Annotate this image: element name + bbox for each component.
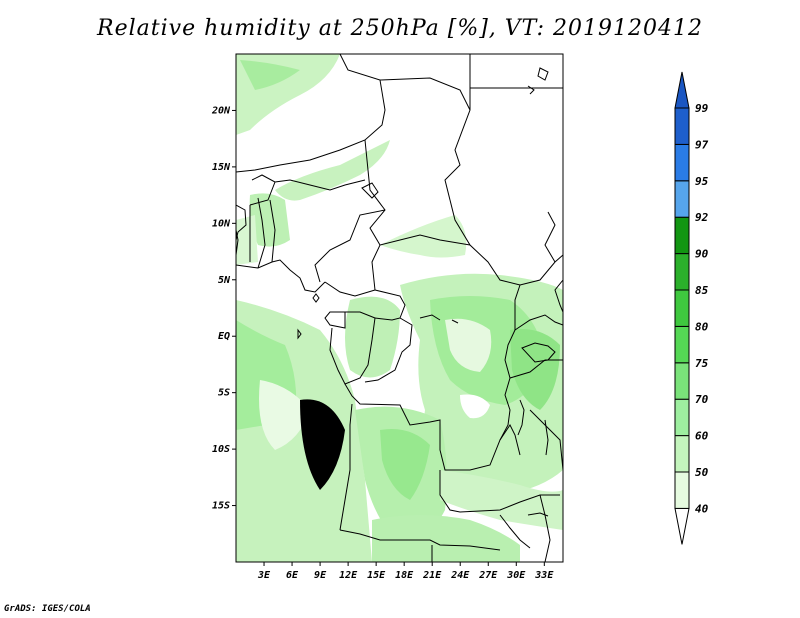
colorbar-label: 70 <box>695 393 709 406</box>
humidity-shading <box>236 54 563 562</box>
colorbar-segment <box>674 435 690 473</box>
lon-tick-label: 6E <box>286 570 299 581</box>
lon-tick-label: 12E <box>339 570 358 581</box>
lon-tick-label: 33E <box>534 570 554 581</box>
colorbar-label: 60 <box>695 430 709 443</box>
colorbar-segment <box>674 216 690 255</box>
lon-tick-label: 3E <box>257 570 271 581</box>
lon-tick-label: 21E <box>422 570 442 581</box>
colorbar-segment <box>674 398 690 437</box>
lon-tick-label: 18E <box>395 570 414 581</box>
lat-tick-label: 5S <box>218 388 230 399</box>
lakes-and-islands <box>297 67 549 517</box>
colorbar-label: 50 <box>695 466 709 479</box>
colorbar-segment <box>674 471 690 509</box>
colorbar-label: 92 <box>695 211 709 224</box>
colorbar-label: 97 <box>695 138 709 151</box>
lat-tick-label: 20N <box>211 105 231 116</box>
map-frame <box>235 53 564 563</box>
colorbar-segment <box>674 107 690 145</box>
chart-title: Relative humidity at 250hPa [%], VT: 201… <box>97 16 703 41</box>
grads-credit: GrADS: IGES/COLA <box>4 604 91 614</box>
colorbar-bottom-arrow <box>674 507 690 545</box>
colorbar-label: 99 <box>695 102 709 115</box>
lat-tick-label: 15S <box>212 501 230 512</box>
lon-tick-label: 24E <box>450 570 470 581</box>
lat-tick-label: 5N <box>218 275 231 286</box>
country-boundaries <box>236 54 563 562</box>
lat-tick-label: 10N <box>212 218 231 229</box>
lon-tick-label: 27E <box>478 570 498 581</box>
longitude-axis: 3E 6E 9E 12E 15E 18E 21E 24E 27E 30E 33E <box>257 562 554 581</box>
lat-tick-label: 10S <box>212 444 230 455</box>
colorbar-segment <box>674 362 690 400</box>
lat-tick-label: EQ <box>218 331 230 342</box>
colorbar-top-arrow <box>674 71 690 109</box>
lon-tick-label: 30E <box>506 570 526 581</box>
colorbar-segment <box>674 143 690 182</box>
colorbar-segment <box>674 289 690 327</box>
colorbar-segment <box>674 253 690 291</box>
lon-tick-label: 15E <box>367 570 386 581</box>
colorbar-label: 85 <box>695 284 709 297</box>
colorbar-label: 95 <box>695 175 709 188</box>
colorbar-segment <box>674 180 690 218</box>
colorbar: 40 50 60 70 75 80 85 90 92 95 97 99 <box>674 71 709 545</box>
colorbar-label: 40 <box>695 502 709 515</box>
colorbar-segment <box>674 325 690 364</box>
lon-tick-label: 9E <box>314 570 327 581</box>
colorbar-label: 90 <box>695 248 709 261</box>
latitude-axis: 20N 15N 10N 5N EQ 5S 10S 15S <box>211 105 236 512</box>
colorbar-label: 80 <box>695 320 709 333</box>
colorbar-label: 75 <box>695 357 709 370</box>
lat-tick-label: 15N <box>212 162 231 173</box>
